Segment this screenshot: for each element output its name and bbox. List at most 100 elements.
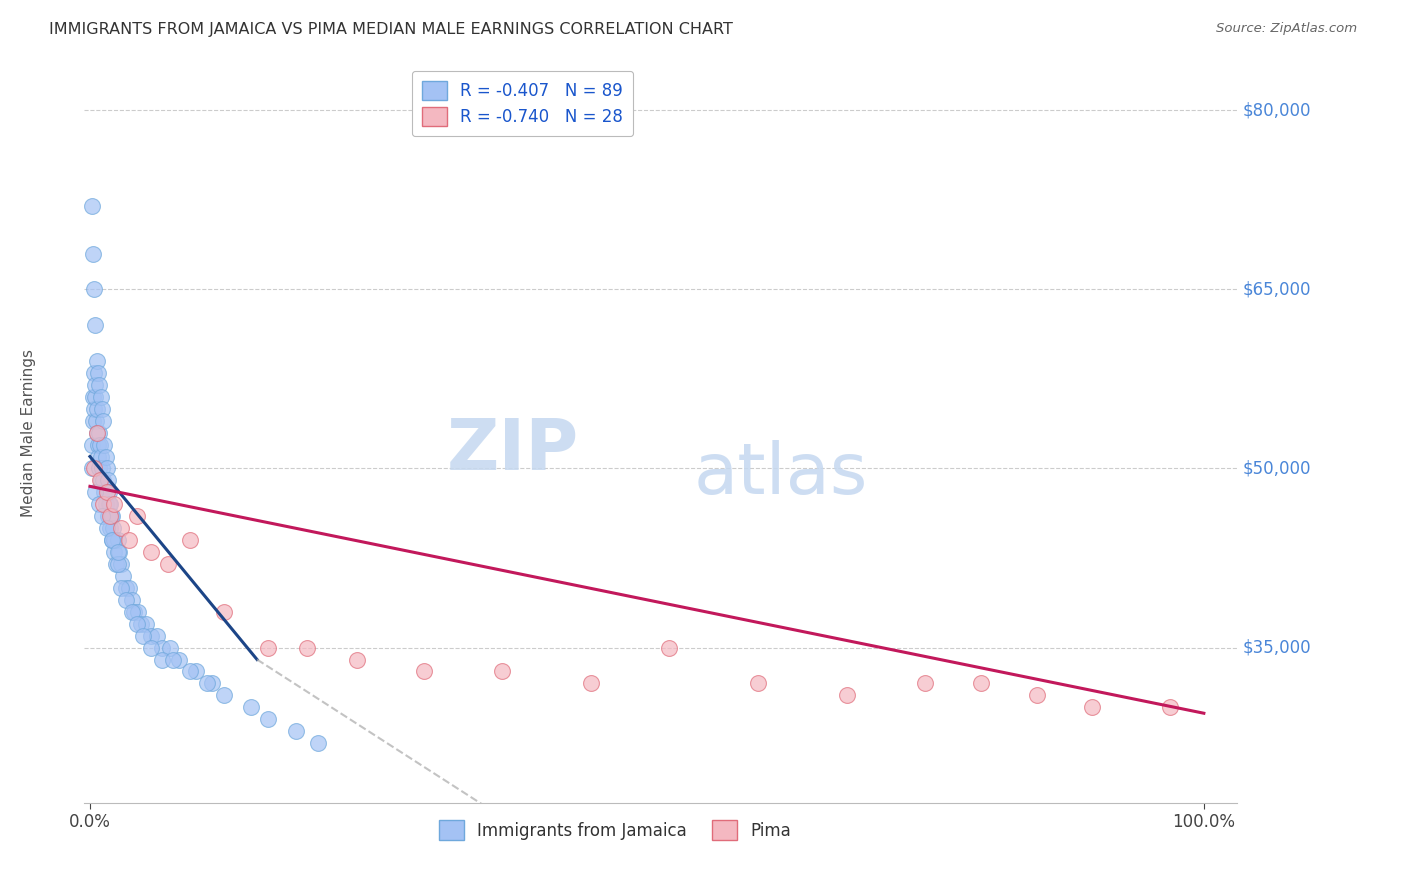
Point	[150, 640, 173, 655]
Point	[98, 509, 121, 524]
Point	[257, 640, 280, 655]
Point	[91, 461, 114, 475]
Point	[80, 461, 103, 475]
Point	[83, 461, 105, 475]
Point	[83, 282, 105, 296]
Point	[145, 629, 167, 643]
Point	[87, 366, 110, 380]
Point	[89, 437, 111, 451]
Point	[82, 437, 104, 451]
Point	[127, 605, 149, 619]
Point	[307, 736, 329, 750]
Point	[212, 605, 235, 619]
Point	[82, 390, 104, 404]
Point	[101, 509, 124, 524]
Point	[84, 390, 107, 404]
Text: atlas: atlas	[693, 440, 868, 509]
Text: $35,000: $35,000	[1243, 639, 1312, 657]
Point	[257, 712, 280, 726]
Point	[86, 401, 108, 416]
Point	[89, 461, 111, 475]
Point	[86, 425, 108, 440]
Point	[118, 533, 141, 547]
Point	[156, 557, 179, 571]
Legend: Immigrants from Jamaica, Pima: Immigrants from Jamaica, Pima	[432, 814, 797, 847]
Point	[83, 401, 105, 416]
Point	[121, 592, 143, 607]
Point	[1081, 700, 1104, 714]
Point	[837, 689, 859, 703]
Point	[84, 377, 107, 392]
Point	[87, 425, 110, 440]
Point	[295, 640, 318, 655]
Point	[94, 497, 117, 511]
Point	[84, 414, 107, 428]
Point	[93, 485, 115, 500]
Point	[124, 605, 146, 619]
Text: ZIP: ZIP	[447, 416, 579, 485]
Point	[96, 461, 118, 475]
Point	[125, 616, 148, 631]
Point	[179, 665, 201, 679]
Point	[184, 665, 207, 679]
Point	[83, 366, 105, 380]
Point	[118, 581, 141, 595]
Point	[84, 318, 107, 333]
Point	[285, 724, 308, 739]
Point	[82, 199, 104, 213]
Point	[96, 485, 118, 500]
Point	[658, 640, 681, 655]
Point	[108, 545, 131, 559]
Point	[413, 665, 436, 679]
Point	[100, 509, 122, 524]
Point	[167, 652, 190, 666]
Point	[114, 581, 136, 595]
Point	[125, 509, 148, 524]
Point	[87, 497, 110, 511]
Point	[121, 605, 143, 619]
Point	[150, 652, 173, 666]
Point	[97, 485, 120, 500]
Point	[1159, 700, 1181, 714]
Point	[107, 545, 129, 559]
Point	[86, 354, 108, 368]
Point	[82, 246, 104, 260]
Text: $65,000: $65,000	[1243, 280, 1312, 298]
Point	[103, 545, 125, 559]
Point	[84, 485, 107, 500]
Text: $80,000: $80,000	[1243, 101, 1312, 120]
Point	[103, 533, 125, 547]
Point	[141, 629, 163, 643]
Point	[97, 474, 120, 488]
Point	[159, 640, 181, 655]
Point	[98, 497, 121, 511]
Point	[98, 521, 121, 535]
Point	[87, 437, 110, 451]
Point	[94, 450, 117, 464]
Point	[110, 557, 132, 571]
Text: IMMIGRANTS FROM JAMAICA VS PIMA MEDIAN MALE EARNINGS CORRELATION CHART: IMMIGRANTS FROM JAMAICA VS PIMA MEDIAN M…	[49, 22, 733, 37]
Point	[201, 676, 224, 690]
Point	[103, 521, 125, 535]
Point	[91, 509, 114, 524]
Point	[91, 474, 114, 488]
Point	[107, 533, 129, 547]
Point	[97, 497, 120, 511]
Point	[132, 629, 155, 643]
Point	[96, 485, 118, 500]
Text: Median Male Earnings: Median Male Earnings	[21, 349, 37, 516]
Point	[141, 545, 163, 559]
Point	[86, 425, 108, 440]
Point	[195, 676, 218, 690]
Point	[101, 533, 124, 547]
Point	[491, 665, 513, 679]
Point	[240, 700, 263, 714]
Point	[970, 676, 993, 690]
Point	[91, 401, 114, 416]
Point	[579, 676, 602, 690]
Point	[112, 569, 135, 583]
Point	[91, 414, 114, 428]
Point	[87, 450, 110, 464]
Point	[162, 652, 184, 666]
Point	[89, 474, 111, 488]
